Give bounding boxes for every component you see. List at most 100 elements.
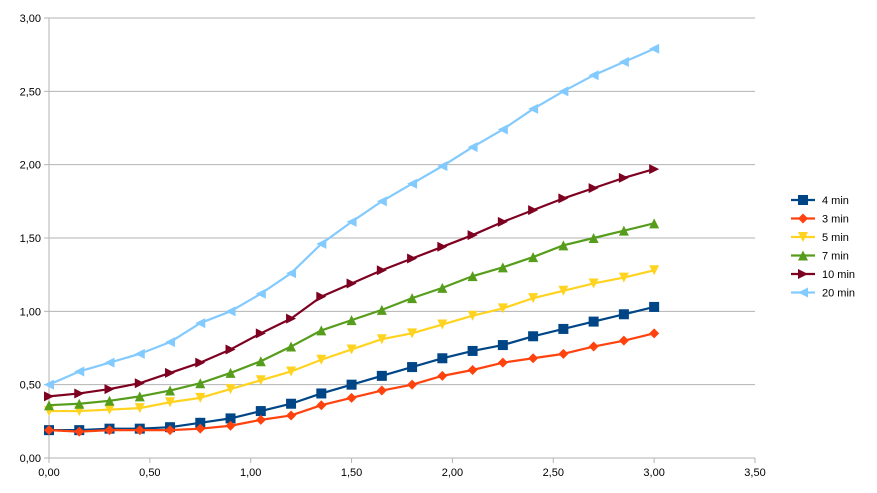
data-point	[165, 385, 176, 396]
legend-marker	[798, 195, 808, 205]
data-point	[528, 252, 539, 263]
data-point	[588, 316, 599, 327]
data-point	[649, 265, 660, 276]
data-point	[558, 240, 569, 251]
x-tick-label: 3,00	[643, 467, 664, 479]
data-point	[346, 315, 357, 326]
data-point	[346, 392, 357, 403]
legend-label: 7 min	[822, 251, 849, 263]
data-point	[225, 344, 236, 355]
data-point	[467, 365, 478, 375]
data-point	[497, 340, 508, 351]
series-line-7-min	[48, 222, 655, 407]
data-point	[376, 385, 387, 396]
data-point	[437, 319, 448, 330]
axes	[44, 17, 756, 463]
data-point	[497, 216, 508, 227]
data-point	[467, 345, 478, 356]
data-point	[286, 313, 297, 324]
data-point	[497, 303, 508, 314]
data-point	[407, 178, 418, 189]
data-point	[225, 306, 236, 317]
data-point	[618, 225, 629, 236]
data-point	[74, 388, 85, 399]
data-point	[528, 103, 539, 114]
data-point	[195, 357, 206, 368]
data-point	[558, 193, 569, 204]
data-point	[346, 278, 357, 289]
legend-label: 3 min	[822, 214, 849, 226]
data-point	[649, 43, 660, 54]
series-3-min	[44, 328, 660, 437]
data-point	[497, 124, 508, 135]
data-point	[618, 57, 629, 67]
data-point	[649, 301, 660, 312]
data-point	[286, 268, 297, 279]
data-point	[407, 379, 418, 390]
data-point	[618, 335, 629, 346]
data-point	[44, 425, 54, 436]
x-tick-label: 1,00	[240, 467, 261, 479]
data-point	[255, 375, 266, 386]
data-point	[649, 218, 660, 229]
data-point	[165, 367, 176, 378]
legend: 4 min 3 min 5 min 7 min 10 min 20 min	[791, 195, 855, 300]
series-10-min	[44, 164, 660, 402]
y-tick-label: 2,00	[20, 160, 41, 172]
data-point	[467, 142, 478, 153]
data-point	[165, 425, 176, 436]
data-point	[618, 272, 629, 283]
legend-marker	[798, 213, 808, 224]
legend-item-7-min: 7 min	[791, 250, 849, 263]
data-point	[134, 403, 145, 414]
data-point	[588, 341, 599, 352]
data-point	[376, 370, 387, 381]
data-point	[74, 398, 85, 409]
data-point	[255, 414, 266, 425]
legend-marker	[798, 269, 808, 279]
y-axis-tick-labels: 0,00 0,50 1,00 1,50 2,00 2,50 3,00	[20, 13, 41, 465]
legend-item-20-min: 20 min	[791, 287, 855, 300]
legend-item-3-min: 3 min	[791, 213, 849, 226]
data-point	[528, 353, 539, 364]
data-point	[225, 420, 236, 431]
data-point	[618, 172, 629, 183]
data-point	[316, 325, 327, 336]
data-point	[407, 328, 418, 339]
data-point	[286, 341, 297, 352]
data-point	[437, 370, 448, 381]
data-point	[104, 384, 115, 395]
data-point	[255, 288, 266, 299]
data-point	[195, 378, 206, 389]
data-point	[134, 391, 145, 402]
data-point	[588, 70, 599, 81]
data-point	[467, 230, 478, 241]
x-tick-label: 3,50	[744, 467, 765, 479]
data-point	[195, 423, 206, 434]
data-point	[558, 348, 569, 359]
data-point	[165, 397, 176, 408]
data-point	[286, 366, 297, 377]
legend-marker	[798, 287, 808, 298]
data-point	[104, 357, 115, 368]
legend-label: 4 min	[822, 195, 849, 207]
data-point	[44, 400, 54, 411]
data-point	[497, 262, 508, 273]
y-tick-label: 0,00	[20, 453, 41, 465]
data-point	[588, 278, 599, 289]
legend-label: 5 min	[822, 232, 849, 244]
data-point	[104, 425, 115, 436]
y-tick-label: 2,50	[20, 86, 41, 98]
data-point	[346, 344, 357, 355]
data-point	[316, 388, 327, 399]
data-point	[316, 354, 327, 365]
y-tick-label: 0,50	[20, 380, 41, 392]
data-point	[286, 398, 297, 409]
x-tick-label: 2,50	[543, 467, 564, 479]
grid-lines	[49, 17, 755, 459]
data-point	[225, 367, 236, 378]
data-point	[376, 304, 387, 315]
data-point	[44, 379, 54, 390]
y-tick-label: 1,00	[20, 306, 41, 318]
data-point	[649, 164, 660, 175]
